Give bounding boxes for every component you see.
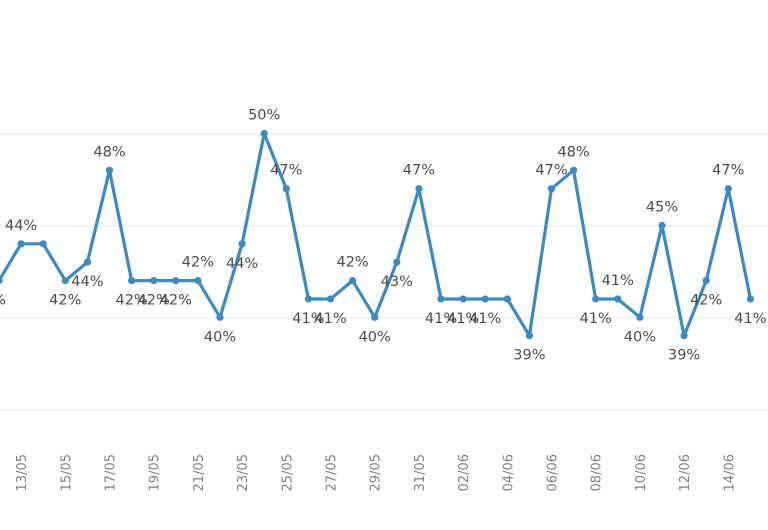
data-label-13/06: 42% bbox=[690, 293, 722, 309]
data-point-14/06 bbox=[724, 185, 732, 193]
data-label-17/05: 48% bbox=[93, 144, 125, 160]
x-tick-29/05: 29/05 bbox=[369, 454, 384, 491]
x-tick-12/06: 12/06 bbox=[678, 454, 693, 491]
x-tick-04/06: 04/06 bbox=[501, 454, 516, 491]
data-label-22/05: 40% bbox=[204, 329, 236, 345]
x-tick-21/05: 21/05 bbox=[192, 454, 207, 491]
data-point-26/05 bbox=[304, 295, 312, 303]
data-label-06/06: 47% bbox=[535, 163, 567, 179]
data-point-29/05 bbox=[371, 313, 379, 321]
x-tick-17/05: 17/05 bbox=[104, 454, 119, 491]
data-label-01/06: 41% bbox=[425, 311, 457, 327]
x-tick-25/05: 25/05 bbox=[280, 454, 295, 491]
data-label-10/06: 40% bbox=[624, 329, 656, 345]
x-tick-19/05: 19/05 bbox=[148, 454, 163, 491]
x-tick-15/05: 15/05 bbox=[59, 454, 74, 491]
data-point-17/05 bbox=[105, 166, 114, 174]
data-points bbox=[0, 129, 755, 340]
data-point-03/06 bbox=[481, 295, 489, 303]
data-point-18/05 bbox=[128, 276, 136, 285]
data-label-24/05: 50% bbox=[248, 108, 280, 124]
data-label-14/06: 47% bbox=[712, 163, 744, 179]
data-label-12/05: % bbox=[0, 293, 6, 309]
data-point-24/05 bbox=[260, 129, 268, 138]
x-tick-10/06: 10/06 bbox=[634, 454, 649, 491]
x-tick-08/06: 08/06 bbox=[590, 454, 605, 491]
data-labels: %44%42%44%48%42%42%42%42%40%44%50%47%41%… bbox=[0, 108, 767, 364]
data-point-19/05 bbox=[150, 276, 158, 285]
data-point-02/06 bbox=[459, 295, 467, 303]
x-axis-ticks: 13/05 15/05 17/05 19/05 21/05 23/05 25/05 27/05… bbox=[15, 454, 737, 491]
x-tick-13/05: 13/05 bbox=[15, 454, 30, 491]
data-label-29/05: 40% bbox=[359, 329, 391, 345]
data-label-27/05: 41% bbox=[314, 311, 346, 327]
data-point-10/06 bbox=[636, 313, 644, 321]
data-label-12/06: 39% bbox=[668, 348, 700, 364]
data-point-31/05 bbox=[415, 185, 423, 193]
data-label-15/05: 42% bbox=[49, 293, 81, 309]
data-point-07/06 bbox=[570, 166, 578, 174]
data-label-13/05: 44% bbox=[5, 218, 37, 234]
data-label-08/06: 41% bbox=[580, 311, 612, 327]
data-label-15/06: 41% bbox=[734, 311, 766, 327]
data-point-28/05 bbox=[349, 276, 357, 285]
data-label-19/05: 42% bbox=[138, 293, 170, 309]
data-point-11/06 bbox=[658, 221, 666, 230]
data-label-25/05: 47% bbox=[270, 163, 302, 179]
data-point-30/05 bbox=[393, 258, 401, 266]
data-point-21/05 bbox=[194, 276, 202, 285]
data-label-20/05: 42% bbox=[160, 293, 192, 309]
data-point-06/06 bbox=[547, 185, 556, 193]
data-label-28/05: 42% bbox=[336, 255, 368, 271]
gridlines bbox=[0, 133, 768, 411]
x-tick-31/05: 31/05 bbox=[413, 454, 428, 491]
data-point-04/06 bbox=[503, 295, 511, 303]
x-tick-14/06: 14/06 bbox=[722, 454, 737, 491]
x-tick-02/06: 02/06 bbox=[457, 454, 472, 491]
x-tick-06/06: 06/06 bbox=[546, 454, 561, 491]
data-point-13/05 bbox=[17, 240, 25, 248]
data-point-22/05 bbox=[216, 313, 224, 321]
data-point-16/05 bbox=[83, 258, 91, 266]
data-label-11/06: 45% bbox=[646, 199, 678, 215]
data-point-27/05 bbox=[326, 295, 335, 303]
data-point-12/05 bbox=[0, 277, 3, 285]
data-point-15/06 bbox=[746, 295, 755, 303]
x-tick-27/05: 27/05 bbox=[325, 454, 340, 491]
data-point-15/05 bbox=[61, 276, 69, 285]
data-label-16/05: 44% bbox=[71, 274, 103, 290]
series-line bbox=[0, 131, 753, 338]
data-label-21/05: 42% bbox=[182, 255, 214, 271]
data-label-23/05: 44% bbox=[226, 256, 258, 272]
data-label-09/06: 41% bbox=[602, 273, 634, 289]
data-point-20/05 bbox=[172, 276, 180, 285]
series-line-group bbox=[0, 131, 753, 338]
data-point-09/06 bbox=[614, 295, 622, 303]
data-label-05/06: 39% bbox=[513, 348, 545, 364]
data-point-01/06 bbox=[437, 295, 445, 303]
data-point-12/06 bbox=[680, 332, 688, 340]
data-point-23/05 bbox=[238, 240, 246, 248]
data-label-18/05: 42% bbox=[115, 293, 147, 309]
data-label-07/06: 48% bbox=[557, 144, 589, 160]
data-label-26/05: 41% bbox=[292, 311, 324, 327]
data-point-08/06 bbox=[592, 295, 600, 303]
data-label-03/06: 41% bbox=[469, 311, 501, 327]
data-point-14/05 bbox=[39, 240, 47, 248]
x-tick-23/05: 23/05 bbox=[236, 454, 251, 491]
data-label-31/05: 47% bbox=[403, 163, 435, 179]
data-label-30/05: 43% bbox=[381, 274, 413, 290]
data-point-05/06 bbox=[525, 332, 534, 340]
data-point-13/06 bbox=[702, 276, 710, 285]
data-label-02/06: 41% bbox=[447, 311, 479, 327]
data-point-25/05 bbox=[282, 185, 290, 193]
